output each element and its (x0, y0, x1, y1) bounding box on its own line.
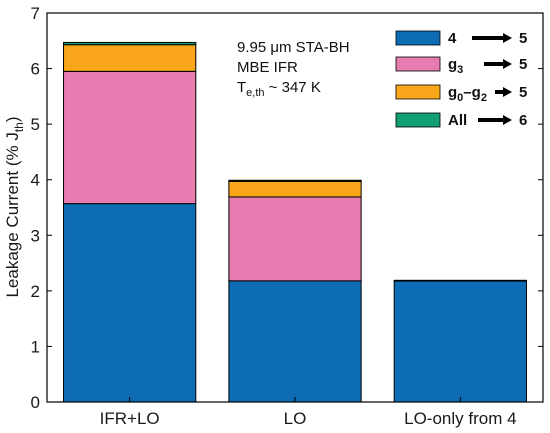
legend-label-g3-to-5: g3 (448, 56, 463, 76)
legend-to-4: 5 (519, 30, 527, 47)
y-tick-label: 7 (31, 4, 40, 23)
y-axis-label: Leakage Current (% Jth) (3, 116, 26, 297)
y-tick-label: 4 (31, 171, 40, 190)
legend-from-4: 4 (448, 30, 457, 47)
legend-item-g0g2-to-5: g0–g2 5 (395, 84, 527, 104)
arrow-right-icon (484, 59, 512, 69)
legend-label-g0g2-to-5: g0–g2 (448, 84, 487, 104)
legend: 4 5 g3 5 g0–g2 5 All 6 (395, 30, 527, 129)
y-tick-label: 3 (31, 226, 40, 245)
device-annotation: 9.95 μm STA-BH MBE IFR Te,th ~ 347 K (237, 39, 350, 99)
bar-segment (63, 44, 197, 72)
bar-segment (228, 196, 362, 282)
annotation-line-1: 9.95 μm STA-BH (237, 39, 350, 56)
x-tick-label: LO (284, 409, 307, 428)
legend-item-all-to-6: All 6 (395, 112, 527, 129)
annotation-line-3-rest: ~ 347 K (265, 79, 321, 96)
arrow-right-icon (478, 115, 512, 125)
legend-item-g3-to-5: g3 5 (395, 56, 527, 76)
y-axis-ticks: 0 1 2 3 4 5 6 7 (31, 4, 543, 412)
x-tick-label: IFR+LO (100, 409, 160, 428)
y-tick-label: 2 (31, 282, 40, 301)
legend-item-4-to-5: 4 5 (395, 30, 527, 47)
bar-segment (228, 180, 362, 198)
annotation-line-3-sub: e,th (246, 87, 264, 99)
annotation-line-3-main: T (237, 79, 246, 96)
bar-segment (63, 70, 197, 205)
legend-to-g0g2: 5 (519, 84, 527, 101)
bar-segment (63, 203, 197, 403)
y-tick-label: 0 (31, 393, 40, 412)
bar-segment (228, 280, 362, 403)
bar-stack-group (63, 41, 527, 403)
bar-segment (228, 179, 362, 182)
legend-swatch-all-to-6 (395, 112, 441, 128)
x-tick-label: LO-only from 4 (404, 409, 516, 428)
annotation-line-2: MBE IFR (237, 59, 298, 76)
annotation-line-3: Te,th ~ 347 K (237, 79, 321, 99)
legend-to-all: 6 (519, 112, 527, 129)
legend-to-g3: 5 (519, 56, 527, 73)
legend-swatch-4-to-5 (395, 30, 441, 46)
bar-segment (393, 279, 527, 282)
legend-swatch-g0g2-to-5 (395, 84, 441, 100)
y-tick-label: 6 (31, 60, 40, 79)
y-axis-label-close: ) (3, 116, 22, 122)
legend-swatch-g3-to-5 (395, 56, 441, 72)
y-tick-label: 5 (31, 115, 40, 134)
legend-label-all-to-6: All (448, 112, 467, 129)
bar-segment (393, 280, 527, 403)
y-tick-label: 1 (31, 337, 40, 356)
y-axis-label-sub: th (12, 122, 26, 132)
arrow-right-icon (472, 33, 512, 43)
y-axis-label-main: Leakage Current (% J (3, 132, 22, 297)
arrow-right-icon (495, 87, 512, 97)
x-axis-ticks: IFR+LO LO LO-only from 4 (100, 397, 517, 428)
bar-segment (63, 41, 197, 46)
legend-label-4-to-5: 4 (448, 30, 457, 47)
